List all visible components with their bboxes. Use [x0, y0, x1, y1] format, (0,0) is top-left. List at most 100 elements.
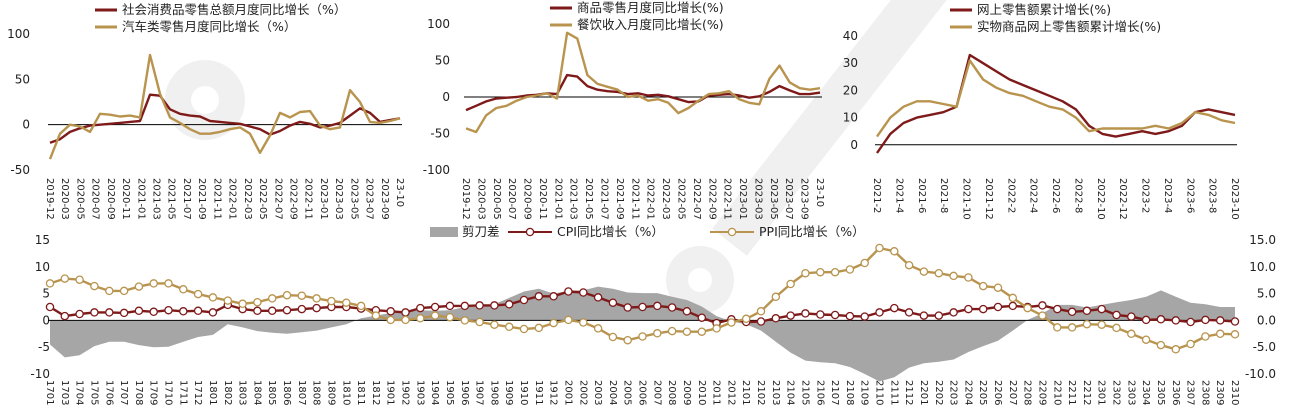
data-point — [875, 308, 884, 317]
data-point — [386, 315, 395, 325]
data-point — [193, 289, 203, 299]
data-point — [504, 322, 514, 332]
x-tick-label: 2023-01 — [318, 178, 329, 220]
x-tick-label: 2102 — [755, 380, 766, 405]
x-tick-label: 2022-07 — [691, 178, 702, 220]
x-tick-label: 1811 — [355, 380, 366, 405]
x-tick-label: 2023-05 — [348, 178, 359, 220]
data-point — [593, 293, 603, 302]
y-tick-label: 0 — [42, 313, 50, 327]
x-tick-label: 2019-12 — [44, 178, 55, 220]
x-tick-label: 1706 — [103, 380, 114, 405]
data-point — [904, 260, 914, 270]
x-tick-label: 2021-4 — [893, 178, 904, 213]
data-point — [401, 315, 410, 325]
data-point — [964, 304, 973, 314]
data-point — [1008, 301, 1018, 311]
x-tick-label: 2008 — [666, 380, 677, 405]
data-point — [371, 311, 381, 320]
data-point — [593, 324, 603, 333]
data-point — [490, 301, 499, 310]
data-point — [653, 329, 662, 338]
y-tick-label: 40 — [843, 29, 858, 43]
data-point — [312, 294, 321, 303]
data-point — [1156, 340, 1166, 350]
data-point — [697, 327, 707, 336]
legend-label: 实物商品网上零售额累计增长(%) — [977, 19, 1161, 34]
data-point — [119, 308, 129, 318]
data-point — [549, 318, 558, 328]
legend-label: 网上零售额累计增长(%) — [977, 2, 1111, 17]
x-tick-label: 2023-6 — [1184, 178, 1195, 213]
x-tick-label: 1903 — [414, 380, 425, 405]
x-tick-label: 1703 — [59, 380, 70, 405]
x-tick-label: 2023-03 — [333, 178, 344, 220]
x-tick-label: 1802 — [222, 380, 233, 405]
data-point — [445, 312, 455, 322]
data-point — [60, 274, 70, 283]
data-point — [623, 303, 632, 312]
y2-tick-label: -10.0 — [1245, 367, 1276, 381]
data-point — [90, 308, 99, 317]
data-point — [1141, 335, 1151, 344]
y-tick-label: 30 — [843, 56, 858, 70]
data-point — [105, 308, 114, 317]
legend-swatch-marker — [525, 227, 535, 237]
x-tick-label: 2021-09 — [196, 178, 207, 220]
legend-label: 社会消费品零售总额月度同比增长（%） — [122, 2, 346, 17]
x-tick-label: 2021-2 — [871, 178, 882, 213]
x-tick-label: 2112 — [903, 380, 914, 405]
x-tick-label: 1909 — [503, 380, 514, 405]
y2-tick-label: 15.0 — [1249, 233, 1276, 247]
x-tick-label: 1804 — [251, 380, 262, 405]
data-point — [253, 297, 262, 307]
data-point — [993, 283, 1003, 292]
legend-swatch-marker — [727, 227, 737, 237]
chart-online-retail: 0 10 20 30 40 2021-2 2021-4 2021-6 2021-8 2021-10… — [843, 2, 1240, 220]
data-point — [193, 306, 203, 316]
data-point — [845, 265, 855, 274]
x-tick-label: 2012 — [725, 380, 736, 405]
x-tick-label: 2003 — [592, 380, 603, 405]
data-point — [1230, 317, 1240, 326]
x-tick-label: 2107 — [829, 380, 840, 405]
data-point — [164, 279, 173, 288]
data-point — [238, 299, 247, 309]
data-point — [934, 268, 944, 278]
data-point — [667, 326, 677, 336]
x-tick-label: 2022-4 — [1028, 178, 1039, 213]
data-point — [786, 279, 795, 289]
series-line-secondary — [48, 53, 401, 160]
data-point — [475, 301, 484, 310]
data-point — [712, 324, 721, 333]
data-point — [134, 282, 144, 291]
data-point — [253, 306, 262, 316]
x-tick-label: 2021-05 — [583, 178, 594, 220]
x-tick-label: 2004 — [607, 380, 618, 405]
y-tick-label: -50 — [430, 127, 450, 141]
data-point — [860, 258, 869, 268]
data-point — [1112, 323, 1121, 333]
x-tick-label: 2020-09 — [105, 178, 116, 220]
x-tick-label: 2109 — [859, 380, 870, 405]
x-tick-label: 2110 — [874, 380, 885, 405]
data-point — [179, 285, 188, 294]
x-tick-label: 2005 — [622, 380, 633, 405]
x-tick-label: 2020-09 — [522, 178, 533, 220]
data-point — [993, 302, 1003, 312]
data-point — [504, 300, 514, 309]
x-tick-label: 23-10 — [394, 178, 405, 207]
data-point — [1097, 304, 1106, 314]
data-point — [1023, 303, 1032, 313]
legend-label: 餐饮收入月度同比增长(%) — [577, 17, 724, 32]
x-tick-label: 2021-01 — [135, 178, 146, 220]
data-point — [164, 305, 173, 315]
chart-goods-catering: -100 -50 0 50 100 2019-12 2020-03 2020-05 2020-0… — [423, 0, 825, 220]
data-point — [978, 304, 988, 314]
x-tick-label: 2301 — [1096, 380, 1107, 405]
x-tick-label: 1904 — [429, 380, 440, 405]
x-tick-label: 2209 — [1036, 380, 1047, 405]
data-point — [60, 311, 70, 321]
x-tick-label: 2305 — [1155, 380, 1166, 405]
x-tick-label: 2023-2 — [1140, 178, 1151, 213]
